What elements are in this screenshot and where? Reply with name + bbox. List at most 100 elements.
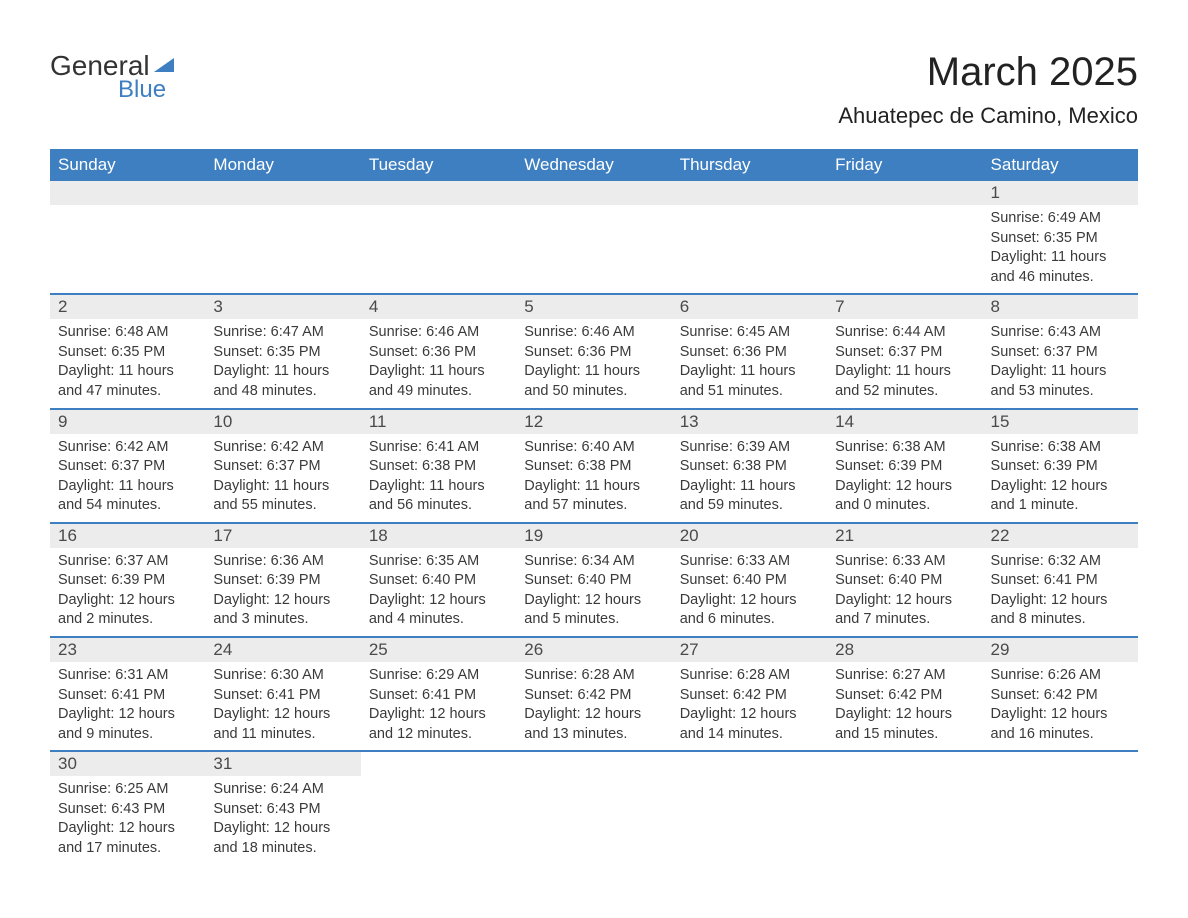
calendar-day-cell: 29Sunrise: 6:26 AMSunset: 6:42 PMDayligh… (983, 637, 1138, 751)
calendar-day-cell: 21Sunrise: 6:33 AMSunset: 6:40 PMDayligh… (827, 523, 982, 637)
calendar-day-cell: 15Sunrise: 6:38 AMSunset: 6:39 PMDayligh… (983, 409, 1138, 523)
calendar-header-row: SundayMondayTuesdayWednesdayThursdayFrid… (50, 149, 1138, 181)
calendar-day-cell: 3Sunrise: 6:47 AMSunset: 6:35 PMDaylight… (205, 294, 360, 408)
day-number: 26 (516, 638, 671, 662)
day-body: Sunrise: 6:46 AMSunset: 6:36 PMDaylight:… (516, 319, 671, 407)
day-number: 6 (672, 295, 827, 319)
calendar-week-row: 16Sunrise: 6:37 AMSunset: 6:39 PMDayligh… (50, 523, 1138, 637)
day-body: Sunrise: 6:30 AMSunset: 6:41 PMDaylight:… (205, 662, 360, 750)
day-body: Sunrise: 6:32 AMSunset: 6:41 PMDaylight:… (983, 548, 1138, 636)
day-number: 11 (361, 410, 516, 434)
sunset-line: Sunset: 6:42 PM (680, 686, 819, 706)
location-subtitle: Ahuatepec de Camino, Mexico (838, 103, 1138, 129)
day-number: 30 (50, 752, 205, 776)
day-body: Sunrise: 6:33 AMSunset: 6:40 PMDaylight:… (827, 548, 982, 636)
daylight-line: Daylight: 12 hours and 15 minutes. (835, 705, 974, 744)
day-number: 8 (983, 295, 1138, 319)
day-number: 14 (827, 410, 982, 434)
sunrise-line: Sunrise: 6:28 AM (680, 666, 819, 686)
sunrise-line: Sunrise: 6:25 AM (58, 780, 197, 800)
calendar-day-cell: 17Sunrise: 6:36 AMSunset: 6:39 PMDayligh… (205, 523, 360, 637)
calendar-table: SundayMondayTuesdayWednesdayThursdayFrid… (50, 149, 1138, 865)
daylight-line: Daylight: 11 hours and 52 minutes. (835, 362, 974, 401)
calendar-day-cell: 2Sunrise: 6:48 AMSunset: 6:35 PMDaylight… (50, 294, 205, 408)
sunrise-line: Sunrise: 6:39 AM (680, 438, 819, 458)
daylight-line: Daylight: 11 hours and 55 minutes. (213, 477, 352, 516)
sunset-line: Sunset: 6:42 PM (991, 686, 1130, 706)
calendar-day-cell (361, 181, 516, 294)
day-body: Sunrise: 6:31 AMSunset: 6:41 PMDaylight:… (50, 662, 205, 750)
day-body: Sunrise: 6:26 AMSunset: 6:42 PMDaylight:… (983, 662, 1138, 750)
day-number: 16 (50, 524, 205, 548)
calendar-day-cell: 13Sunrise: 6:39 AMSunset: 6:38 PMDayligh… (672, 409, 827, 523)
empty-day (827, 181, 982, 205)
calendar-day-cell: 8Sunrise: 6:43 AMSunset: 6:37 PMDaylight… (983, 294, 1138, 408)
calendar-day-cell: 12Sunrise: 6:40 AMSunset: 6:38 PMDayligh… (516, 409, 671, 523)
day-body: Sunrise: 6:36 AMSunset: 6:39 PMDaylight:… (205, 548, 360, 636)
sunset-line: Sunset: 6:40 PM (680, 571, 819, 591)
calendar-day-cell (672, 751, 827, 864)
day-number: 23 (50, 638, 205, 662)
sunrise-line: Sunrise: 6:36 AM (213, 552, 352, 572)
sunrise-line: Sunrise: 6:48 AM (58, 323, 197, 343)
sunset-line: Sunset: 6:37 PM (835, 343, 974, 363)
sunset-line: Sunset: 6:39 PM (991, 457, 1130, 477)
sunset-line: Sunset: 6:40 PM (369, 571, 508, 591)
day-number: 5 (516, 295, 671, 319)
calendar-week-row: 30 Sunrise: 6:25 AMSunset: 6:43 PMDayligh… (50, 751, 1138, 864)
sunset-line: Sunset: 6:41 PM (991, 571, 1130, 591)
sunrise-line: Sunrise: 6:27 AM (835, 666, 974, 686)
day-body: Sunrise: 6:42 AMSunset: 6:37 PMDaylight:… (205, 434, 360, 522)
empty-day (516, 181, 671, 205)
day-number: 27 (672, 638, 827, 662)
sunset-line: Sunset: 6:37 PM (213, 457, 352, 477)
daylight-line: Daylight: 12 hours and 2 minutes. (58, 591, 197, 630)
sunset-line: Sunset: 6:38 PM (524, 457, 663, 477)
sunset-line: Sunset: 6:42 PM (524, 686, 663, 706)
sunrise-line: Sunrise: 6:33 AM (835, 552, 974, 572)
day-body: Sunrise: 6:48 AMSunset: 6:35 PMDaylight:… (50, 319, 205, 407)
day-body: Sunrise: 6:49 AMSunset: 6:35 PMDaylight:… (983, 205, 1138, 293)
sunrise-line: Sunrise: 6:43 AM (991, 323, 1130, 343)
day-body: Sunrise: 6:46 AMSunset: 6:36 PMDaylight:… (361, 319, 516, 407)
sunrise-line: Sunrise: 6:35 AM (369, 552, 508, 572)
calendar-day-cell: 4Sunrise: 6:46 AMSunset: 6:36 PMDaylight… (361, 294, 516, 408)
sunrise-line: Sunrise: 6:30 AM (213, 666, 352, 686)
daylight-line: Daylight: 12 hours and 17 minutes. (58, 819, 197, 858)
sunset-line: Sunset: 6:38 PM (680, 457, 819, 477)
day-number: 7 (827, 295, 982, 319)
sunset-line: Sunset: 6:37 PM (991, 343, 1130, 363)
sunset-line: Sunset: 6:43 PM (58, 800, 197, 820)
daylight-line: Daylight: 11 hours and 59 minutes. (680, 477, 819, 516)
day-number: 12 (516, 410, 671, 434)
empty-day (205, 181, 360, 205)
day-body: Sunrise: 6:27 AMSunset: 6:42 PMDaylight:… (827, 662, 982, 750)
calendar-day-cell: 9Sunrise: 6:42 AMSunset: 6:37 PMDaylight… (50, 409, 205, 523)
sunrise-line: Sunrise: 6:38 AM (835, 438, 974, 458)
daylight-line: Daylight: 11 hours and 57 minutes. (524, 477, 663, 516)
calendar-day-cell: 5Sunrise: 6:46 AMSunset: 6:36 PMDaylight… (516, 294, 671, 408)
daylight-line: Daylight: 12 hours and 14 minutes. (680, 705, 819, 744)
daylight-line: Daylight: 12 hours and 7 minutes. (835, 591, 974, 630)
calendar-day-cell: 1Sunrise: 6:49 AMSunset: 6:35 PMDaylight… (983, 181, 1138, 294)
calendar-day-cell: 7Sunrise: 6:44 AMSunset: 6:37 PMDaylight… (827, 294, 982, 408)
sunrise-line: Sunrise: 6:41 AM (369, 438, 508, 458)
day-body: Sunrise: 6:45 AMSunset: 6:36 PMDaylight:… (672, 319, 827, 407)
weekday-header: Tuesday (361, 149, 516, 181)
sunrise-line: Sunrise: 6:28 AM (524, 666, 663, 686)
empty-day (672, 181, 827, 205)
daylight-line: Daylight: 12 hours and 0 minutes. (835, 477, 974, 516)
day-number: 4 (361, 295, 516, 319)
logo-word-blue: Blue (118, 76, 166, 104)
sunset-line: Sunset: 6:36 PM (524, 343, 663, 363)
sunrise-line: Sunrise: 6:46 AM (524, 323, 663, 343)
calendar-week-row: 2Sunrise: 6:48 AMSunset: 6:35 PMDaylight… (50, 294, 1138, 408)
sunrise-line: Sunrise: 6:46 AM (369, 323, 508, 343)
calendar-day-cell (672, 181, 827, 294)
sunset-line: Sunset: 6:39 PM (835, 457, 974, 477)
day-number: 24 (205, 638, 360, 662)
day-number: 22 (983, 524, 1138, 548)
weekday-header: Monday (205, 149, 360, 181)
weekday-header: Sunday (50, 149, 205, 181)
calendar-day-cell: 24Sunrise: 6:30 AMSunset: 6:41 PMDayligh… (205, 637, 360, 751)
